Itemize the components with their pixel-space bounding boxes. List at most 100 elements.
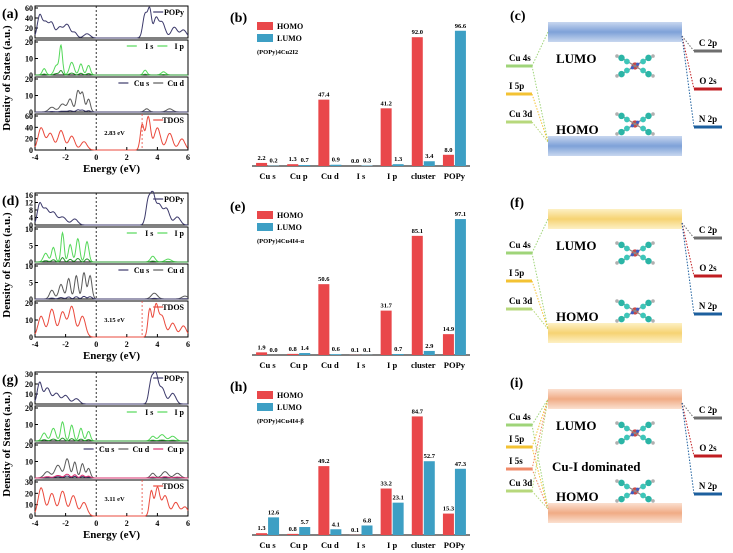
homo-value-label: 41.2 [380,100,391,107]
ligand-atom [651,479,655,483]
correlation-line [531,490,549,510]
legend-label: Cu d [167,79,184,88]
lumo-value-label: 0.3 [363,158,372,165]
homo-value-label: 1.3 [258,525,267,532]
y-tick-label: 0 [29,34,33,43]
category-label: Cu d [321,540,339,550]
legend-label: Cu d [133,445,150,454]
lumo-bar [330,354,342,355]
orbital-lobe [618,495,625,503]
y-tick-label: 0 [29,400,33,409]
right-orbital-label: N 2p [699,114,717,124]
lumo-bar [392,502,404,535]
y-tick-label: 0 [29,295,33,304]
dos-subplot: 0 5 10 Cu d Cu s [25,262,189,304]
lumo-bar [423,461,435,535]
legend-label: Cu p [167,445,184,454]
lumo-band [548,22,682,42]
x-tick-label: -2 [62,340,69,349]
category-label: Cu p [290,171,308,181]
orbital-lobe [640,303,646,310]
legend-label: I s [145,408,153,417]
x-tick-label: -4 [32,519,39,528]
correlation-line [531,308,549,330]
ligand-atom [651,132,655,136]
x-tick-label: 4 [155,340,159,349]
y-axis-label: Density of States (a.u.) [1,391,13,497]
orbital-lobe [618,257,625,265]
orbital-lobe [645,257,652,265]
y-tick-label: 0 [29,221,33,230]
y-tick-label: 10 [25,316,33,325]
correlation-line [681,222,695,315]
orbital-lobe [640,483,646,490]
legend-label: LUMO [277,34,302,43]
orbital-lobe [624,116,630,123]
orbital-lobe [645,112,652,120]
homo-bar [411,37,423,167]
dos-subplot: 0 10 20 Cu d Cu s [25,75,189,117]
dos-curve [35,69,188,76]
homo-bar [318,284,330,355]
lumo-bar [392,354,404,355]
legend-label: LUMO [277,223,302,232]
x-tick-label: 0 [94,519,98,528]
metal-atom [636,120,640,124]
homo-bar [256,162,268,166]
correlation-line [531,398,549,426]
metal-atom [636,429,640,433]
category-label: Cu s [259,540,276,550]
y-tick-label: 0 [29,512,33,521]
homo-bar [287,164,299,166]
category-label: I s [357,171,366,181]
lumo-label: LUMO [556,51,596,66]
x-tick-label: -2 [62,153,69,162]
metal-atom [636,307,640,311]
right-orbital-label: O 2s [699,76,717,86]
lumo-value-label: 1.4 [301,345,310,352]
orbital-lobe [645,128,652,136]
category-label: I p [387,360,397,370]
legend-label: HOMO [277,391,303,400]
y-tick-label: 20 [25,404,33,413]
lumo-value-label: 0.2 [270,158,278,165]
chart-title: (POPy)4Cu4I4-α [257,238,304,245]
energy-diagram-2: (i) LUMO HOMO Cu-I dominated Cu 4s I 5p I 5s Cu… [506,376,722,523]
dos-curve [34,190,188,226]
ligand-atom [651,112,655,116]
homo-band [548,503,682,523]
orbital-lobe [618,479,625,487]
category-label: POPy [444,360,466,370]
ligand-atom [651,54,655,58]
orbital-lobe [618,421,625,429]
lumo-band [548,389,682,409]
left-orbital-label: Cu 4s [509,53,531,63]
panel-label: (e) [230,200,246,215]
lumo-value-label: 0.1 [363,347,371,354]
correlation-line [531,31,549,67]
left-orbital-label: I 5p [509,81,524,91]
category-label: Cu d [321,360,339,370]
y-tick-label: 10 [25,421,33,430]
x-tick-label: 2 [125,340,129,349]
category-label: Cu d [321,171,339,181]
correlation-line [681,402,695,457]
panel-label: (a) [2,7,19,22]
homo-value-label: 0.1 [351,347,359,354]
homo-value-label: 31.7 [380,303,392,310]
legend-label: I p [174,408,184,417]
lumo-bar [330,529,342,535]
metal-atom [630,66,634,70]
panel-label: (i) [510,376,524,391]
homo-bar [411,416,423,535]
dos-subplot: 0 10 20 Cu p Cu d Cu s [25,441,189,483]
orbital-lobe [640,58,646,65]
metal-atom [636,62,640,66]
legend-label: POPy [164,195,184,204]
dos-curve [34,371,188,405]
y-tick-label: 40 [25,14,33,23]
dos-curve [35,89,188,113]
y-tick-label: 5 [29,242,33,251]
y-tick-label: 30 [25,370,33,379]
